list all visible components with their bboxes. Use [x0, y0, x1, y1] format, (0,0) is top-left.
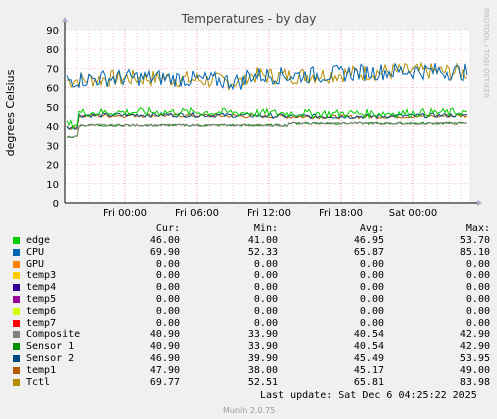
- x-tick-label: Fri 00:00: [103, 208, 147, 219]
- y-tick-label: 20: [46, 161, 59, 172]
- x-axis-arrow: [477, 200, 482, 206]
- y-tick-label: 50: [46, 103, 59, 114]
- y-axis-label: degrees Celsius: [4, 69, 17, 156]
- x-tick-label: Fri 18:00: [319, 208, 363, 219]
- y-tick-label: 40: [46, 122, 59, 133]
- y-tick-label: 90: [46, 26, 59, 37]
- y-tick-label: 60: [46, 84, 59, 95]
- chart-title: Temperatures - by day: [181, 12, 317, 26]
- chart-axes: 0 10 20 30 40 50 60 70 80 90 Fri 00:00 Fri 06:00 Fri…: [46, 17, 482, 219]
- y-tick-label: 30: [46, 141, 59, 152]
- series-line-tctl: [66, 61, 468, 92]
- y-tick-label: 10: [46, 180, 59, 191]
- x-tick-label: Fri 06:00: [175, 208, 219, 219]
- series-line-edge: [66, 106, 468, 130]
- series-line-composite: [66, 121, 468, 138]
- y-tick-label: 80: [46, 45, 59, 56]
- x-tick-label: Fri 12:00: [247, 208, 291, 219]
- y-tick-label: 0: [53, 199, 59, 210]
- y-axis-arrow: [62, 17, 68, 22]
- x-tick-label: Sat 00:00: [389, 208, 437, 219]
- series-line-cpu: [66, 62, 468, 91]
- rrdtool-watermark: RRDTOOL / TOBI OETIKER: [482, 8, 490, 98]
- y-tick-label: 70: [46, 64, 59, 75]
